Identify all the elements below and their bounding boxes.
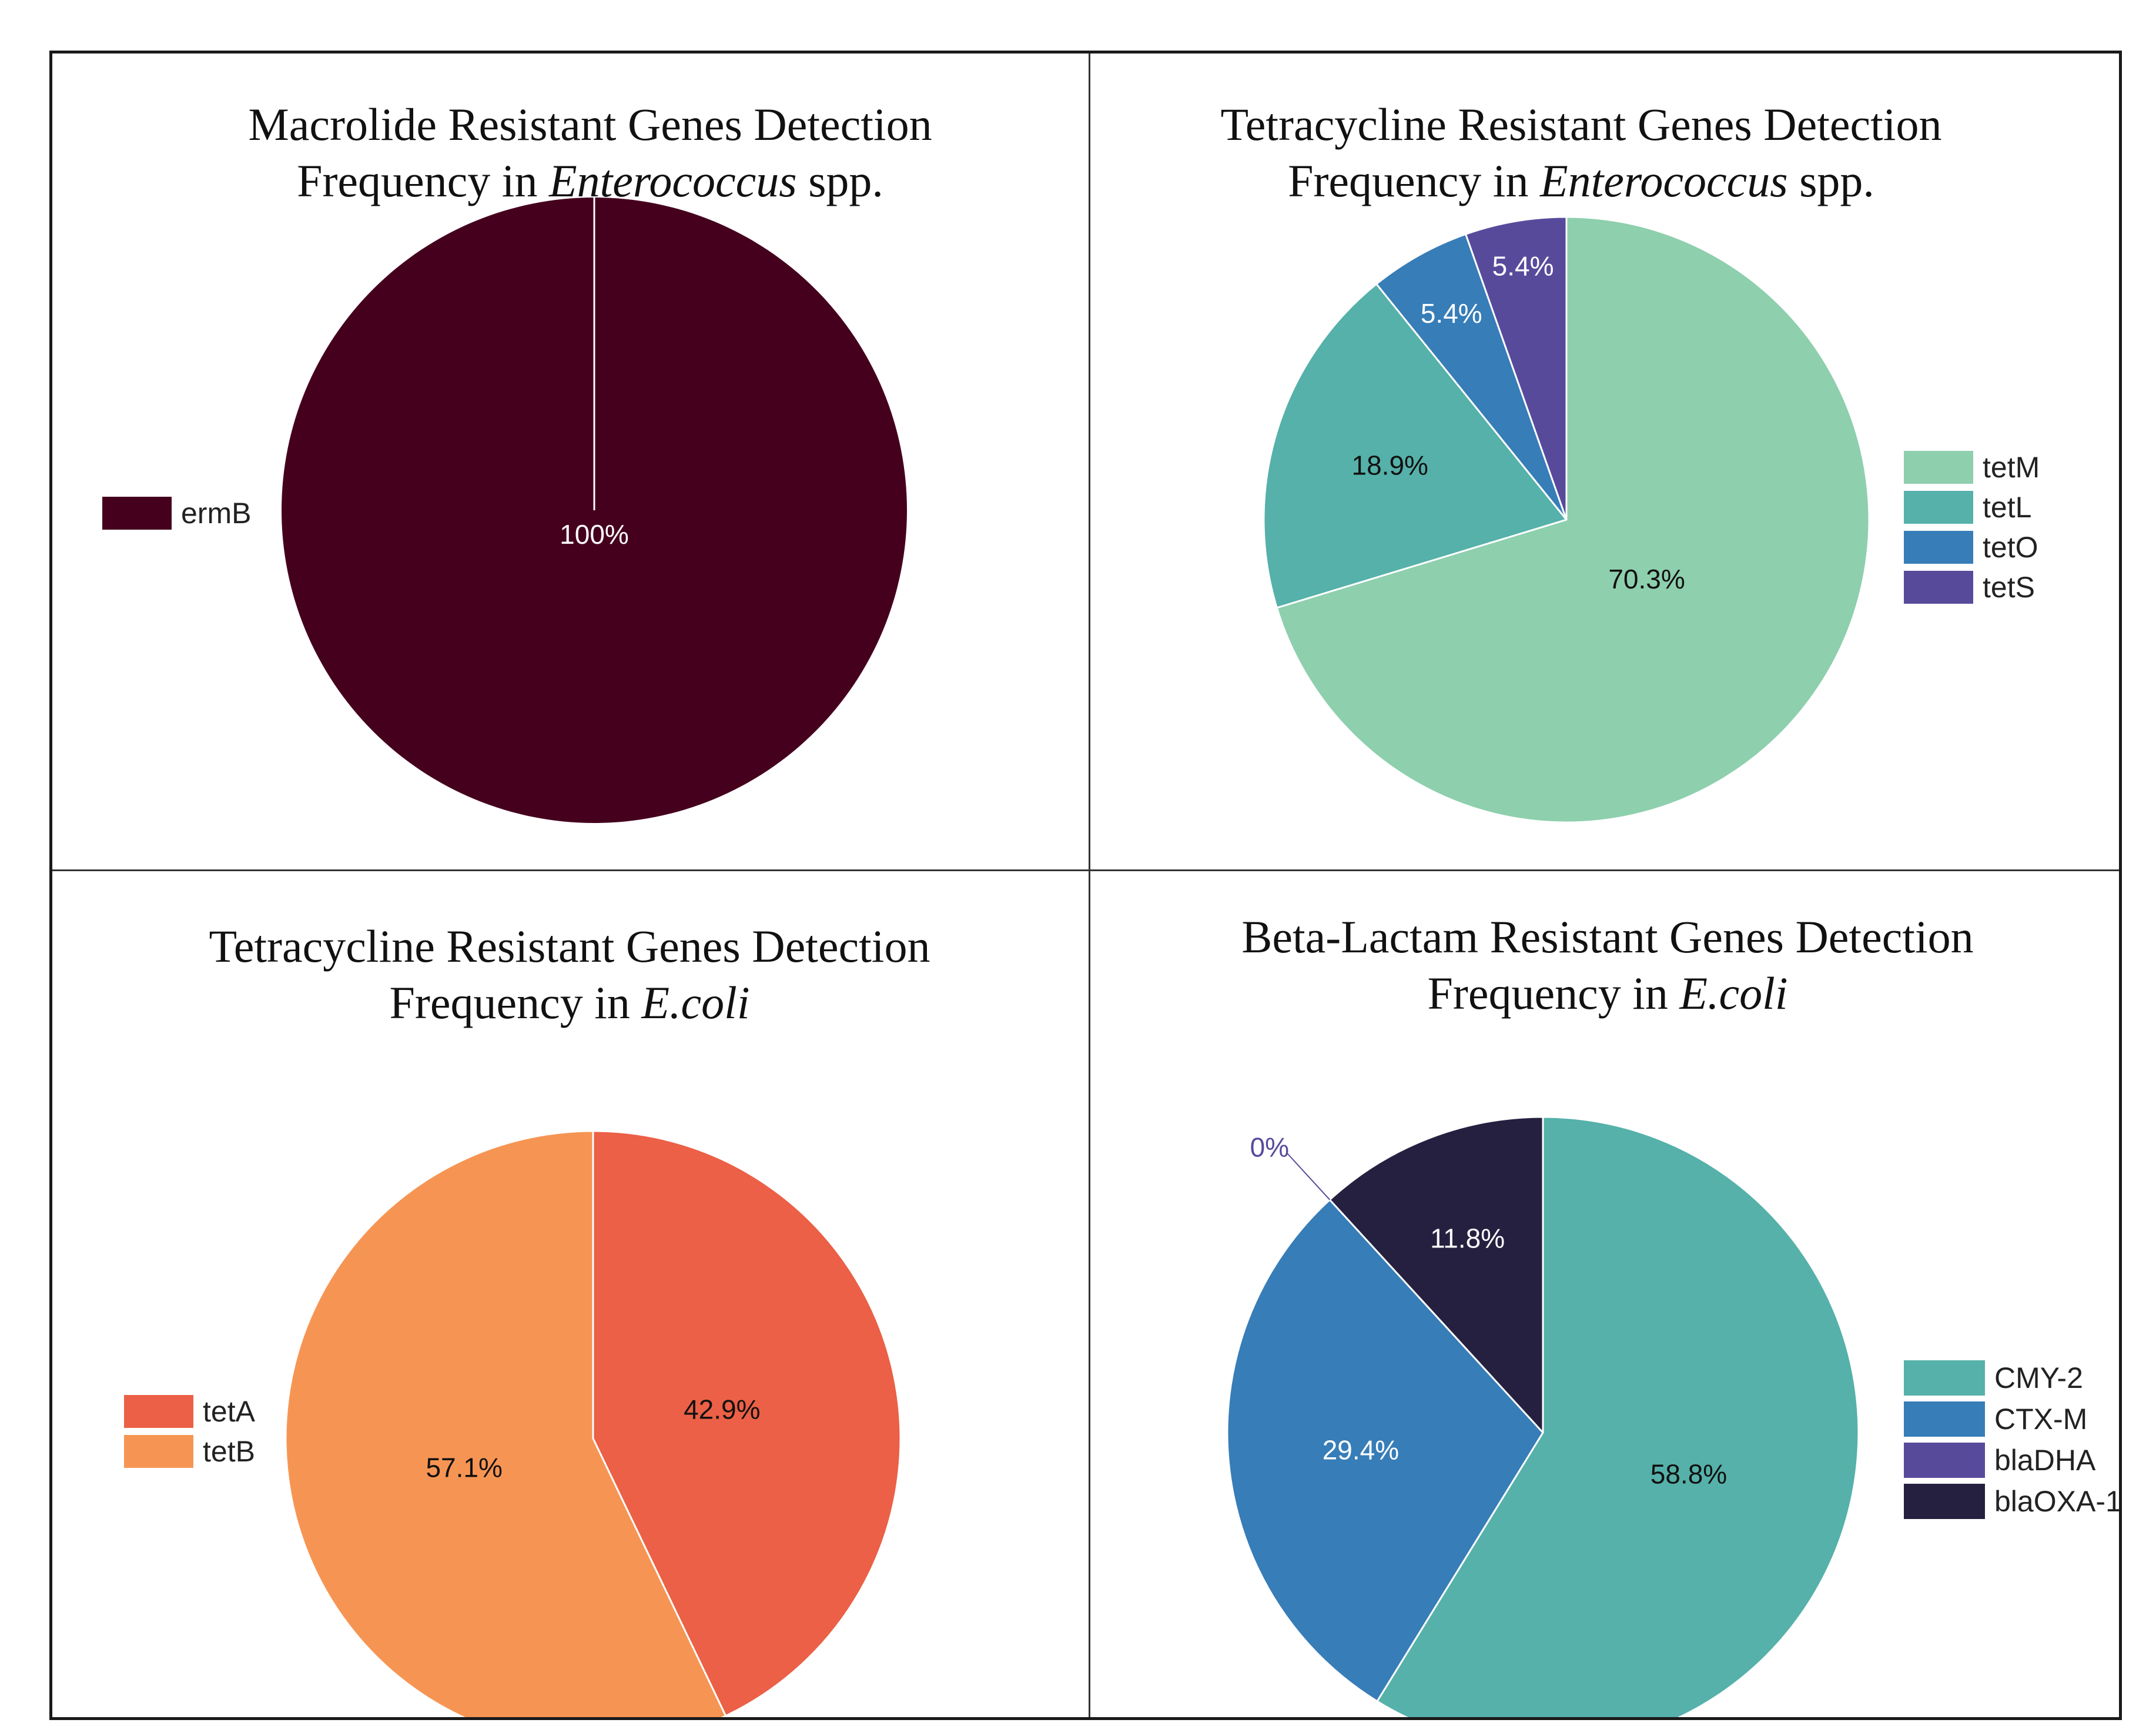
- legend-label-tetl: tetL: [1983, 491, 2031, 524]
- legend-label-teto: tetO: [1983, 531, 2038, 564]
- legend-swatch-cmy-2: [1904, 1360, 1985, 1396]
- pie-label-tetm: 70.3%: [1608, 564, 1685, 594]
- pie-slice-tetl: [1263, 283, 1568, 609]
- pie-slices: [1263, 216, 1870, 824]
- pie-slices: [284, 1130, 902, 1717]
- pie-chart-betalactam-ecoli: Beta-Lactam Resistant Genes Detection Fre…: [1226, 911, 2119, 1717]
- chart-title-organism: E.coli: [1679, 968, 1787, 1019]
- legend-label-blaoxa-1: blaOXA-1: [1994, 1485, 2119, 1518]
- pie-slice-blaoxa-1: [1328, 1116, 1544, 1434]
- chart-title-organism: Enterococcus: [1539, 155, 1788, 206]
- chart-title-prefix: Frequency in: [297, 155, 549, 206]
- legend: ermB: [102, 497, 251, 530]
- legend: CMY-2 CTX-M blaDHA blaOXA-1: [1904, 1360, 2119, 1519]
- chart-title-line1: Tetracycline Resistant Genes Detection: [1221, 99, 1942, 150]
- chart-title-prefix: Frequency in: [390, 977, 642, 1028]
- pie-slice-ctx-m: [1226, 1199, 1544, 1702]
- panel-tetracycline-ecoli: Tetracycline Resistant Genes Detection Fr…: [52, 871, 1089, 1717]
- legend-swatch-tets: [1904, 571, 1973, 604]
- panel-divider-horizontal: [52, 869, 2119, 871]
- pie-label-ctx-m: 29.4%: [1323, 1434, 1399, 1465]
- pie-slices: [282, 198, 907, 823]
- legend-label-ermb: ermB: [181, 497, 251, 530]
- legend-swatch-ermb: [102, 497, 172, 530]
- pie-chart-macrolide-enterococcus: Macrolide Resistant Genes DetectionFrequ…: [102, 99, 932, 823]
- chart-title-line2: Frequency in Enterococcus spp.: [297, 155, 883, 206]
- legend-swatch-ctx-m: [1904, 1401, 1985, 1437]
- chart-title-line1: Macrolide Resistant Genes Detection: [248, 99, 932, 150]
- legend-label-bladha: blaDHA: [1994, 1444, 2096, 1477]
- pie-chart-tetracycline-enterococcus: Tetracycline Resistant Genes DetectionFr…: [1221, 99, 2040, 824]
- legend-swatch-tetl: [1904, 491, 1973, 524]
- pie-label-tetl: 18.9%: [1352, 450, 1428, 481]
- pie-slice-cmy-2: [1376, 1116, 1860, 1717]
- legend-label-tetm: tetM: [1983, 451, 2040, 484]
- chart-title-suffix: spp.: [1788, 155, 1874, 206]
- panel-tetracycline-enterococcus: Tetracycline Resistant Genes Detection Fr…: [1090, 53, 2119, 869]
- pie-label-tetb: 57.1%: [426, 1453, 502, 1483]
- legend: tetM tetL tetO tetS: [1904, 451, 2040, 604]
- pie-label-teta: 42.9%: [684, 1394, 760, 1424]
- pie-slice-tetb: [284, 1130, 727, 1717]
- pie-slice-teto: [1375, 233, 1568, 521]
- legend-swatch-tetm: [1904, 451, 1973, 484]
- legend-swatch-teta: [124, 1395, 193, 1428]
- panel-betalactam-ecoli: Beta-Lactam Resistant Genes Detection Fre…: [1090, 871, 2119, 1717]
- pie-label-teto: 5.4%: [1421, 298, 1482, 329]
- pie-slice-teta: [592, 1130, 902, 1717]
- pie-slice-tets: [1465, 216, 1568, 521]
- chart-title-line2: Frequency in E.coli: [390, 977, 750, 1028]
- chart-title-line1: Tetracycline Resistant Genes Detection: [209, 921, 930, 972]
- pie-slice-tetm: [1275, 216, 1870, 824]
- figure-frame: Macrolide Resistant Genes Detection Frequ…: [49, 51, 2122, 1720]
- pie-label-tets: 5.4%: [1492, 251, 1554, 282]
- legend-swatch-bladha: [1904, 1443, 1985, 1478]
- chart-title-line2: Frequency in E.coli: [1428, 968, 1788, 1019]
- pie-label-bladha: 0%: [1250, 1132, 1289, 1163]
- legend-label-cmy-2: CMY-2: [1994, 1361, 2083, 1394]
- pie-label-blaoxa-1: 11.8%: [1430, 1223, 1505, 1254]
- chart-title-line2: Frequency in Enterococcus spp.: [1288, 155, 1874, 206]
- legend-swatch-tetb: [124, 1435, 193, 1468]
- legend-label-tetb: tetB: [203, 1435, 255, 1468]
- legend: tetA tetB: [124, 1395, 256, 1468]
- legend-label-ctx-m: CTX-M: [1994, 1403, 2087, 1436]
- chart-title-prefix: Frequency in: [1428, 968, 1680, 1019]
- legend-swatch-blaoxa-1: [1904, 1484, 1985, 1519]
- pie-label-leader-bladha: [1287, 1153, 1331, 1200]
- chart-title-suffix: spp.: [797, 155, 883, 206]
- pie-label-cmy-2: 58.8%: [1651, 1458, 1727, 1489]
- chart-title-line1: Beta-Lactam Resistant Genes Detection: [1241, 911, 1973, 962]
- chart-title-organism: E.coli: [641, 977, 749, 1028]
- pie-slices: [1226, 1116, 1860, 1717]
- pie-label-ermb: 100%: [560, 519, 629, 550]
- legend-label-tets: tetS: [1983, 571, 2035, 604]
- chart-title-prefix: Frequency in: [1288, 155, 1540, 206]
- pie-chart-tetracycline-ecoli: Tetracycline Resistant Genes DetectionFr…: [124, 921, 930, 1717]
- legend-label-teta: tetA: [203, 1395, 256, 1428]
- panel-divider-vertical: [1089, 53, 1090, 1717]
- panel-macrolide-enterococcus: Macrolide Resistant Genes Detection Frequ…: [52, 53, 1089, 869]
- legend-swatch-teto: [1904, 531, 1973, 564]
